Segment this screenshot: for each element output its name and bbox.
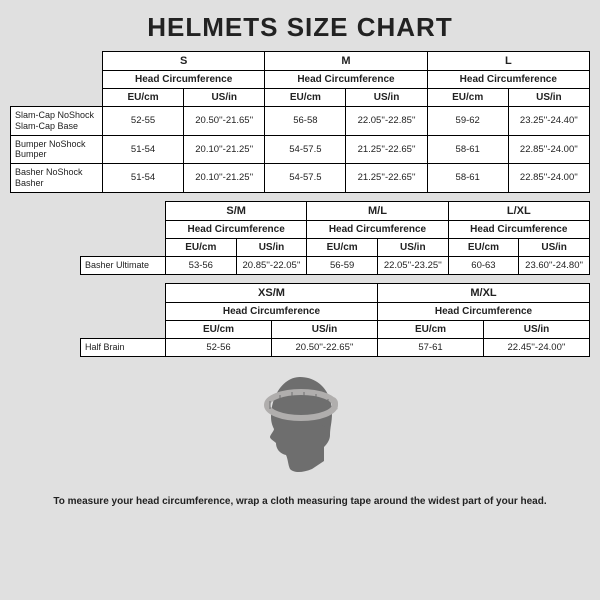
unit-us: US/in	[377, 238, 448, 256]
product-name: Basher Ultimate	[85, 260, 163, 271]
cell: 20.50''-22.65''	[272, 338, 378, 356]
hc-label: Head Circumference	[265, 71, 427, 89]
unit-us: US/in	[236, 238, 307, 256]
hc-label: Head Circumference	[378, 302, 590, 320]
cell: 54-57.5	[265, 164, 346, 193]
cell: 58-61	[427, 164, 508, 193]
hc-label: Head Circumference	[427, 71, 589, 89]
cell: 22.05''-22.85''	[346, 107, 427, 136]
table-row: Half Brain 52-56 20.50''-22.65'' 57-61 2…	[81, 338, 590, 356]
row-label: Basher Ultimate	[81, 256, 166, 274]
size-col-s: S	[103, 52, 265, 71]
product-name: Half Brain	[85, 342, 163, 353]
size-table-1: S M L Head Circumference Head Circumfere…	[10, 51, 590, 193]
unit-us: US/in	[519, 238, 590, 256]
size-col-xsm: XS/M	[166, 283, 378, 302]
unit-eu: EU/cm	[448, 238, 519, 256]
blank-cell	[11, 52, 103, 71]
size-col-sm: S/M	[166, 201, 307, 220]
hc-label: Head Circumference	[307, 220, 448, 238]
cell: 22.85''-24.00''	[508, 135, 589, 164]
cell: 51-54	[103, 135, 184, 164]
blank-cell	[81, 220, 166, 238]
blank-cell	[11, 89, 103, 107]
hc-label: Head Circumference	[166, 220, 307, 238]
row-label: Basher NoShock Basher	[11, 164, 103, 193]
size-col-lxl: L/XL	[448, 201, 589, 220]
instruction-text: To measure your head circumference, wrap…	[10, 496, 590, 507]
unit-eu: EU/cm	[166, 238, 237, 256]
hc-label: Head Circumference	[103, 71, 265, 89]
unit-eu: EU/cm	[378, 320, 484, 338]
head-illustration	[10, 365, 590, 490]
blank-cell	[81, 302, 166, 320]
unit-eu: EU/cm	[265, 89, 346, 107]
cell: 20.10''-21.25''	[184, 164, 265, 193]
unit-us: US/in	[508, 89, 589, 107]
blank-cell	[81, 201, 166, 220]
cell: 59-62	[427, 107, 508, 136]
cell: 22.05''-23.25''	[377, 256, 448, 274]
size-table-3: XS/M M/XL Head Circumference Head Circum…	[80, 283, 590, 357]
row-label: Slam-Cap NoShock Slam-Cap Base	[11, 107, 103, 136]
cell: 57-61	[378, 338, 484, 356]
table-row: Slam-Cap NoShock Slam-Cap Base 52-55 20.…	[11, 107, 590, 136]
size-col-ml: M/L	[307, 201, 448, 220]
size-col-l: L	[427, 52, 589, 71]
blank-cell	[81, 238, 166, 256]
unit-eu: EU/cm	[307, 238, 378, 256]
size-table-2: S/M M/L L/XL Head Circumference Head Cir…	[80, 201, 590, 275]
table-row: Basher NoShock Basher 51-54 20.10''-21.2…	[11, 164, 590, 193]
product-name: Slam-Cap Base	[15, 121, 100, 132]
cell: 23.25''-24.40''	[508, 107, 589, 136]
table-row: Basher Ultimate 53-56 20.85''-22.05'' 56…	[81, 256, 590, 274]
product-name: Basher	[15, 178, 100, 189]
cell: 52-56	[166, 338, 272, 356]
cell: 22.45''-24.00''	[484, 338, 590, 356]
unit-us: US/in	[484, 320, 590, 338]
unit-us: US/in	[346, 89, 427, 107]
cell: 58-61	[427, 135, 508, 164]
cell: 51-54	[103, 164, 184, 193]
hc-label: Head Circumference	[448, 220, 589, 238]
cell: 60-63	[448, 256, 519, 274]
unit-us: US/in	[272, 320, 378, 338]
cell: 56-58	[265, 107, 346, 136]
cell: 23.60''-24.80''	[519, 256, 590, 274]
row-label: Bumper NoShock Bumper	[11, 135, 103, 164]
cell: 22.85''-24.00''	[508, 164, 589, 193]
unit-eu: EU/cm	[427, 89, 508, 107]
hc-label: Head Circumference	[166, 302, 378, 320]
cell: 21.25''-22.65''	[346, 164, 427, 193]
cell: 56-59	[307, 256, 378, 274]
cell: 21.25''-22.65''	[346, 135, 427, 164]
product-name: Bumper	[15, 149, 100, 160]
cell: 52-55	[103, 107, 184, 136]
page-title: HELMETS SIZE CHART	[10, 12, 590, 43]
blank-cell	[81, 283, 166, 302]
cell: 20.10''-21.25''	[184, 135, 265, 164]
cell: 54-57.5	[265, 135, 346, 164]
unit-us: US/in	[184, 89, 265, 107]
cell: 20.50''-21.65''	[184, 107, 265, 136]
size-col-mxl: M/XL	[378, 283, 590, 302]
size-col-m: M	[265, 52, 427, 71]
product-name: Bumper NoShock	[15, 139, 100, 150]
cell: 53-56	[166, 256, 237, 274]
cell: 20.85''-22.05''	[236, 256, 307, 274]
product-name: Slam-Cap NoShock	[15, 110, 100, 121]
unit-eu: EU/cm	[103, 89, 184, 107]
product-name: Basher NoShock	[15, 167, 100, 178]
blank-cell	[11, 71, 103, 89]
unit-eu: EU/cm	[166, 320, 272, 338]
table-row: Bumper NoShock Bumper 51-54 20.10''-21.2…	[11, 135, 590, 164]
row-label: Half Brain	[81, 338, 166, 356]
blank-cell	[81, 320, 166, 338]
